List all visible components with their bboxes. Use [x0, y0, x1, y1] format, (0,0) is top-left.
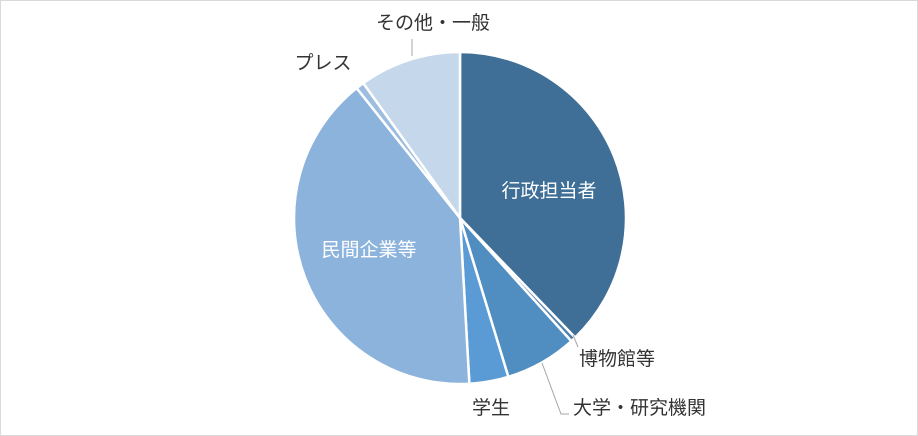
- slice-label-6: その他・一般: [376, 12, 490, 34]
- pie-slice-0: [458, 50, 628, 340]
- slice-label-2: 大学・研究機関: [573, 397, 706, 419]
- slice-label-0: 行政担当者: [501, 180, 596, 202]
- leader-line-2: [541, 362, 569, 415]
- slice-label-4: 民間企業等: [321, 239, 416, 261]
- pie-slice-6: [361, 50, 462, 222]
- slice-label-5: プレス: [294, 52, 351, 74]
- slice-label-1: 博物館等: [579, 348, 655, 370]
- pie-slice-4: [292, 86, 471, 386]
- slice-label-3: 学生: [472, 397, 510, 419]
- leader-line-1: [572, 334, 579, 348]
